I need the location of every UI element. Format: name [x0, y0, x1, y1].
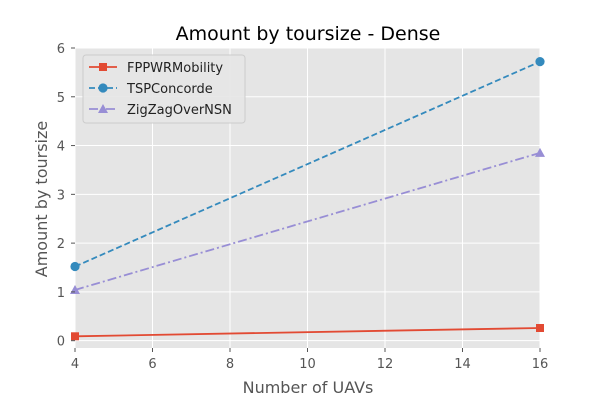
x-axis-label: Number of UAVs — [243, 378, 374, 397]
chart-title: Amount by toursize - Dense — [176, 23, 441, 45]
x-tick-label: 6 — [148, 357, 156, 372]
y-axis-label: Amount by toursize — [32, 121, 51, 277]
series-line-fppwrmobility — [74, 327, 541, 338]
data-point-tspconcorde — [535, 57, 545, 67]
x-tick-label: 14 — [454, 357, 471, 372]
legend-marker-fppwrmobility — [99, 63, 107, 71]
x-tick-label: 10 — [299, 357, 316, 372]
x-tick-label: 12 — [377, 357, 394, 372]
legend-label: TSPConcorde — [126, 82, 213, 97]
x-tick-label: 8 — [226, 357, 234, 372]
y-tick-label: 5 — [57, 91, 65, 106]
y-tick-label: 0 — [57, 335, 65, 350]
series-tspconcorde — [70, 57, 545, 272]
data-point-fppwrmobility — [71, 332, 79, 341]
legend-box — [82, 54, 246, 124]
legend-label: ZigZagOverNSN — [127, 103, 232, 118]
data-point-zigzagovernsn — [535, 147, 545, 157]
y-tick-label: 6 — [57, 42, 65, 57]
legend-marker-zigzagovernsn — [98, 104, 108, 113]
data-point-tspconcorde — [70, 261, 80, 272]
legend-marker-tspconcorde — [98, 83, 108, 93]
y-tick-label: 3 — [57, 188, 65, 203]
x-tick-label: 16 — [532, 357, 549, 372]
data-point-fppwrmobility — [536, 324, 544, 332]
y-tick-label: 4 — [57, 140, 65, 155]
x-tick-label: 4 — [71, 357, 79, 372]
legend-label: FPPWRMobility — [127, 61, 223, 76]
series-fppwrmobility — [71, 324, 544, 341]
y-tick-label: 2 — [57, 237, 65, 252]
series-line-tspconcorde — [74, 60, 541, 268]
series-line-zigzagovernsn — [74, 152, 541, 291]
y-tick-label: 1 — [57, 286, 65, 301]
